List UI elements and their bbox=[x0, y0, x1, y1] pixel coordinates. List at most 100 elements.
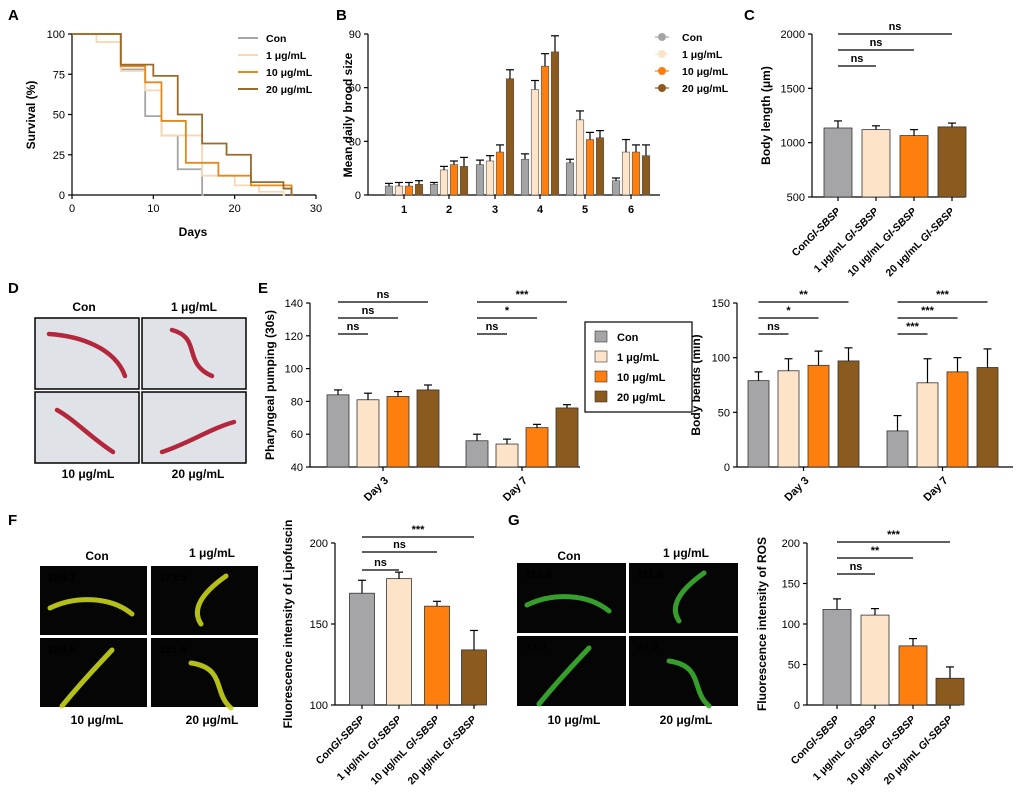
D-worm-3 bbox=[159, 419, 237, 455]
C-x-tick-label: 20 μg/mL Gl-SBSP bbox=[884, 205, 958, 279]
F-x-tick-label: 10 μg/mL Gl-SBSP bbox=[369, 713, 443, 787]
C-y-tick-label: 1500 bbox=[781, 83, 805, 95]
E-right-bar bbox=[916, 382, 939, 468]
B-y-tick-label: 30 bbox=[349, 136, 361, 148]
E-right-x-tick-label: Day 3 bbox=[782, 475, 811, 504]
C-y-tick-label: 500 bbox=[787, 192, 805, 204]
E-left-y-tick-label: 120 bbox=[285, 331, 303, 343]
E-right-bar bbox=[837, 360, 860, 468]
D-image-tile-3 bbox=[141, 391, 247, 464]
C-bar bbox=[823, 127, 853, 198]
E-right-sig-label: *** bbox=[921, 305, 935, 317]
B-bar bbox=[495, 151, 505, 196]
F-label-1: 1 μg/mL bbox=[189, 546, 235, 560]
panel-label-G: G bbox=[508, 512, 520, 529]
F-worm-3 bbox=[188, 660, 234, 711]
panel-label-B: B bbox=[336, 7, 347, 24]
F-label-0: Con bbox=[85, 549, 108, 563]
E-right-sig-label: ** bbox=[799, 289, 808, 301]
G-y-tick-label: 0 bbox=[794, 700, 800, 712]
A-y-tick-label: 50 bbox=[53, 110, 65, 122]
B-bar bbox=[540, 65, 550, 196]
C-y-tick-label: 2000 bbox=[781, 29, 805, 41]
G-y-tick-label: 150 bbox=[782, 579, 800, 591]
E-left-y-axis-title: Pharyngeal pumping (30s) bbox=[263, 310, 277, 460]
F-y-tick-label: 100 bbox=[310, 700, 328, 712]
F-label-2: 10 μg/mL bbox=[71, 713, 124, 727]
A-legend-label-3: 20 μg/mL bbox=[266, 84, 313, 96]
E-right-bar bbox=[747, 380, 770, 468]
F-sig-label: *** bbox=[412, 524, 426, 536]
B-bar bbox=[404, 185, 414, 196]
B-bar bbox=[520, 158, 530, 196]
F-x-tick-label: 1 μg/mL Gl-SBSP bbox=[335, 713, 405, 783]
E-right-sig-label: *** bbox=[936, 289, 950, 301]
G-image-tile-3 bbox=[629, 636, 738, 706]
A-x-tick-label: 10 bbox=[147, 203, 159, 215]
E-right-bar bbox=[946, 371, 969, 468]
E-left-x-tick-label: Day 7 bbox=[501, 475, 530, 504]
G-image-tile-1 bbox=[629, 563, 738, 633]
A-x-tick-label: 30 bbox=[310, 203, 322, 215]
E-right-y-tick-label: 100 bbox=[712, 353, 730, 365]
C-y-tick-label: 1000 bbox=[781, 138, 805, 150]
panel-label-E: E bbox=[258, 280, 268, 297]
G-value-1: 111.6 bbox=[637, 569, 663, 581]
E-left-bar bbox=[416, 389, 440, 468]
B-bar bbox=[439, 169, 449, 196]
C-y-axis-title: Body length (μm) bbox=[759, 66, 773, 165]
E-right-x-tick-label: Day 7 bbox=[921, 475, 950, 504]
F-label-3: 20 μg/mL bbox=[186, 713, 239, 727]
E-left-bar bbox=[386, 396, 410, 468]
E-legend-label-2: 10 μg/mL bbox=[617, 372, 666, 384]
E-left-bar bbox=[356, 399, 380, 468]
E-right-sig-label: ns bbox=[767, 321, 780, 333]
F-sig-label: ns bbox=[374, 557, 387, 569]
G-y-tick-label: 100 bbox=[782, 619, 800, 631]
G-sig-label: ** bbox=[871, 545, 880, 557]
F-bar bbox=[386, 578, 412, 706]
F-y-tick-label: 150 bbox=[310, 619, 328, 631]
F-image-tile-3 bbox=[151, 638, 258, 707]
E-right-y-tick-label: 0 bbox=[724, 462, 730, 474]
B-bar bbox=[394, 185, 404, 196]
B-bar bbox=[459, 166, 469, 196]
F-value-3: 121.6 bbox=[159, 644, 187, 656]
E-right-y-tick-label: 50 bbox=[718, 407, 730, 419]
E-left-sig-label: ns bbox=[362, 305, 375, 317]
G-y-axis-title: Fluorescence intensity of ROS bbox=[755, 537, 769, 711]
D-image-tile-2 bbox=[34, 391, 140, 464]
G-label-1: 1 μg/mL bbox=[663, 546, 709, 560]
G-x-tick-label: 1 μg/mL Gl-SBSP bbox=[811, 713, 881, 783]
B-bar bbox=[575, 119, 585, 196]
F-worm-1 bbox=[194, 573, 229, 627]
F-worm-0 bbox=[47, 597, 135, 617]
B-legend-label-3: 20 μg/mL bbox=[682, 83, 729, 95]
B-bar bbox=[641, 155, 651, 196]
E-legend-swatch-0 bbox=[594, 330, 608, 343]
B-legend-label-0: Con bbox=[682, 32, 702, 44]
E-left-y-tick-label: 80 bbox=[291, 396, 303, 408]
G-worm-1 bbox=[672, 570, 707, 624]
E-legend-label-1: 1 μg/mL bbox=[617, 352, 659, 364]
G-label-3: 20 μg/mL bbox=[660, 713, 713, 727]
G-sig-label: ns bbox=[850, 561, 863, 573]
G-worm-0 bbox=[524, 594, 612, 614]
panel-label-A: A bbox=[8, 7, 19, 24]
B-bar bbox=[485, 160, 495, 196]
B-x-tick-label: 2 bbox=[446, 204, 452, 216]
B-bar bbox=[631, 151, 641, 196]
C-bar bbox=[861, 129, 891, 198]
C-bar bbox=[937, 126, 967, 198]
E-legend-label-0: Con bbox=[617, 332, 639, 344]
A-y-tick-label: 25 bbox=[53, 150, 65, 162]
G-value-2: 73.2 bbox=[525, 642, 546, 654]
B-bar bbox=[550, 51, 560, 196]
G-bar bbox=[860, 614, 890, 706]
G-y-tick-label: 50 bbox=[788, 660, 800, 672]
E-left-x-tick-label: Day 3 bbox=[362, 475, 391, 504]
F-value-1: 173.5 bbox=[159, 572, 187, 584]
E-left-bar bbox=[495, 443, 519, 468]
E-left-y-tick-label: 140 bbox=[285, 298, 303, 310]
E-left-sig-label: ns bbox=[347, 321, 360, 333]
